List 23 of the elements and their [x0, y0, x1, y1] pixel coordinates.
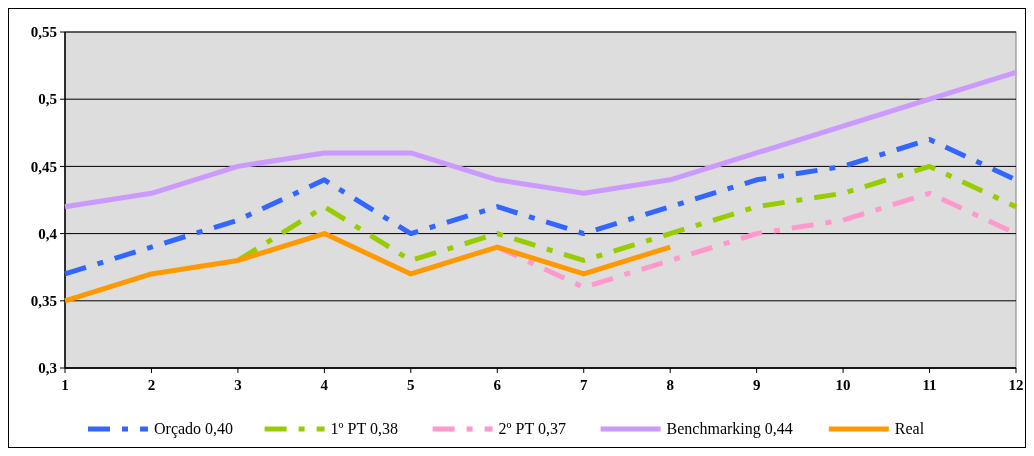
legend-label: Orçado 0,40	[154, 420, 234, 438]
x-tick-label: 12	[1008, 377, 1024, 393]
legend-label: 2º PT 0,37	[498, 420, 566, 437]
legend-label: 1º PT 0,38	[330, 420, 398, 437]
x-tick-label: 5	[407, 377, 415, 393]
y-tick-label: 0,5	[38, 91, 57, 108]
x-tick-label: 2	[147, 377, 156, 393]
y-tick-label: 0,3	[38, 360, 57, 377]
x-tick-label: 11	[922, 377, 937, 393]
legend-label: Benchmarking 0,44	[666, 420, 793, 438]
x-tick-label: 3	[234, 377, 242, 393]
x-tick-label: 7	[579, 377, 588, 393]
y-tick-label: 0,4	[38, 225, 58, 242]
x-tick-label: 4	[320, 377, 329, 393]
y-tick-label: 0,35	[30, 293, 57, 310]
x-tick-label: 9	[752, 377, 761, 393]
legend-label: Real	[894, 420, 925, 437]
x-tick-label: 10	[835, 377, 851, 393]
y-tick-label: 0,45	[30, 158, 57, 175]
x-tick-label: 6	[493, 377, 502, 393]
y-tick-label: 0,55	[30, 24, 57, 41]
x-tick-label: 8	[666, 377, 674, 393]
x-tick-label: 1	[61, 377, 69, 393]
